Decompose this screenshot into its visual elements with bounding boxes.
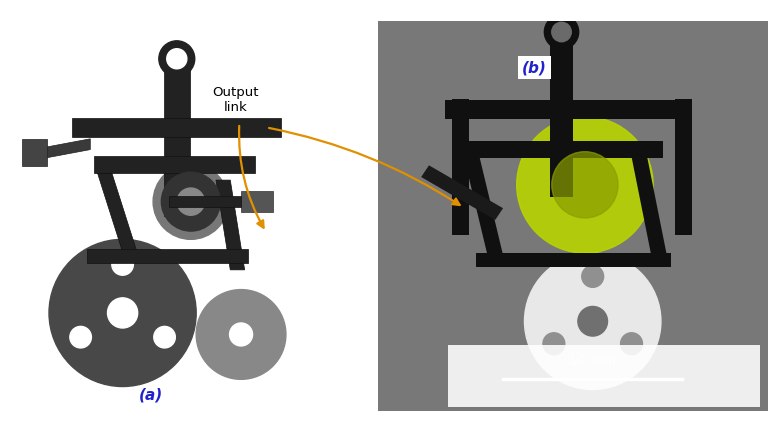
Bar [86, 249, 249, 263]
Bar [476, 253, 671, 267]
Bar [550, 37, 573, 197]
Circle shape [153, 164, 229, 239]
Circle shape [621, 333, 642, 355]
Circle shape [69, 327, 91, 348]
Circle shape [578, 306, 608, 336]
Text: (a): (a) [138, 388, 163, 403]
Circle shape [154, 327, 175, 348]
Bar [449, 345, 760, 407]
Circle shape [167, 49, 187, 69]
Circle shape [582, 266, 604, 287]
Text: (b): (b) [522, 60, 547, 75]
Polygon shape [422, 165, 503, 220]
Circle shape [516, 117, 653, 253]
Bar [94, 156, 256, 173]
Text: 10 mm: 10 mm [569, 354, 616, 367]
Circle shape [161, 172, 220, 231]
Circle shape [112, 254, 134, 275]
Circle shape [196, 289, 286, 379]
Circle shape [177, 188, 205, 215]
Polygon shape [216, 180, 245, 270]
Circle shape [49, 239, 196, 387]
Polygon shape [97, 173, 137, 252]
Bar [22, 139, 47, 166]
Text: Output
link: Output link [212, 86, 259, 114]
Bar [73, 118, 280, 137]
Circle shape [552, 22, 571, 42]
Circle shape [229, 323, 252, 346]
Circle shape [107, 298, 137, 328]
Bar [169, 196, 241, 207]
Circle shape [544, 15, 579, 49]
Polygon shape [33, 139, 90, 160]
Bar [452, 99, 469, 235]
Polygon shape [464, 158, 503, 255]
Bar [460, 141, 663, 158]
Bar [164, 65, 190, 216]
Bar [445, 100, 686, 118]
Polygon shape [631, 158, 667, 255]
Circle shape [543, 333, 565, 355]
Bar [241, 191, 273, 213]
Circle shape [524, 253, 661, 390]
Circle shape [552, 152, 618, 218]
Circle shape [159, 41, 195, 77]
Bar [675, 99, 692, 235]
